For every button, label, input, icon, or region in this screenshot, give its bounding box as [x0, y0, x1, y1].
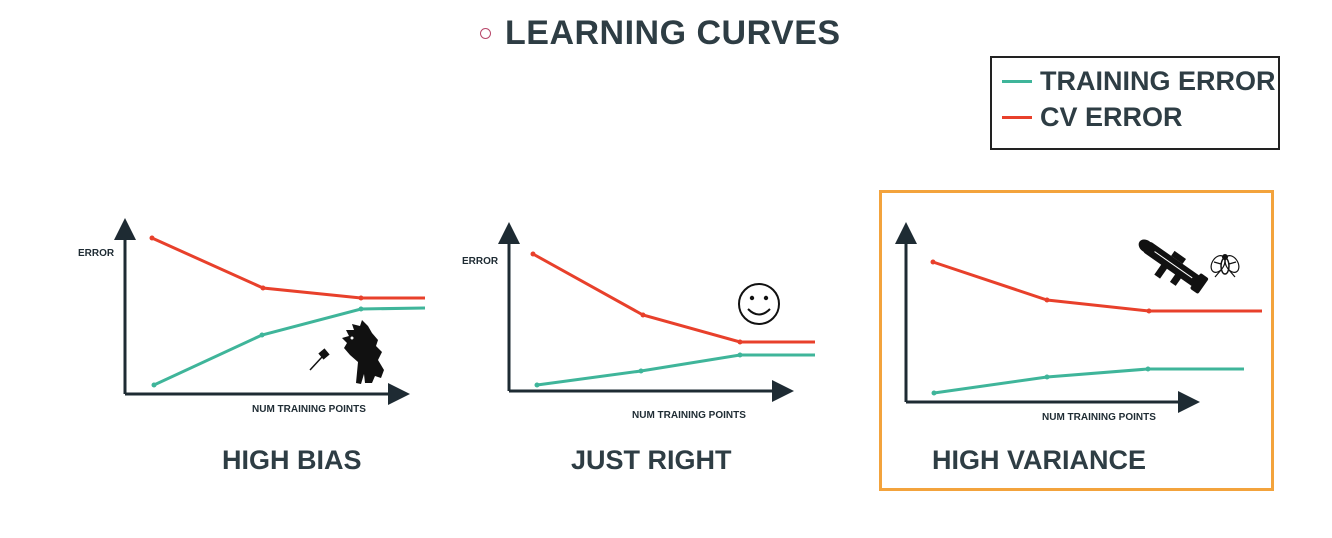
training-point	[1145, 366, 1151, 372]
legend-item-training: TRAINING ERROR	[1002, 66, 1276, 97]
panel-label-high-bias: HIGH BIAS	[222, 445, 362, 475]
y-axis-arrow	[114, 218, 136, 240]
cv-point	[930, 259, 936, 265]
x-axis-arrow	[388, 383, 410, 405]
training-point	[638, 368, 644, 374]
cv-point	[149, 235, 155, 241]
cv-error-curve	[532, 252, 815, 344]
cv-point	[1044, 297, 1050, 303]
legend: TRAINING ERROR CV ERROR	[990, 56, 1280, 150]
training-error-curve	[933, 367, 1244, 395]
x-axis-label: NUM TRAINING POINTS	[632, 410, 746, 421]
cv-swatch	[1002, 116, 1032, 119]
training-point	[931, 390, 937, 396]
cv-point	[530, 251, 536, 257]
panel-high-bias: ERROR NUM TRAINING POINTS	[78, 218, 426, 415]
training-point	[534, 382, 540, 388]
x-axis-label: NUM TRAINING POINTS	[252, 404, 366, 415]
y-axis-label: ERROR	[78, 248, 115, 259]
slide-title: LEARNING CURVES	[480, 14, 841, 53]
x-axis-label: NUM TRAINING POINTS	[1042, 412, 1156, 423]
fly-swatter-icon	[309, 348, 330, 371]
panel-high-variance: NUM TRAINING POINTS	[895, 222, 1262, 423]
legend-label-cv: CV ERROR	[1040, 102, 1183, 132]
training-point	[1044, 374, 1050, 380]
cv-point	[1146, 308, 1152, 314]
y-axis-arrow	[498, 222, 520, 244]
training-error-curve	[536, 353, 815, 387]
title-text: LEARNING CURVES	[505, 14, 841, 52]
dinosaur-icon	[342, 320, 384, 384]
training-point	[151, 382, 157, 388]
cv-error-curve	[151, 236, 425, 300]
panel-just-right: ERROR NUM TRAINING POINTS	[462, 222, 815, 421]
fly-icon	[1210, 254, 1240, 278]
panel-label-just-right: JUST RIGHT	[571, 445, 732, 475]
legend-label-training: TRAINING ERROR	[1040, 66, 1276, 96]
training-swatch	[1002, 80, 1032, 83]
panel-label-high-variance: HIGH VARIANCE	[932, 445, 1147, 475]
cv-point	[737, 339, 743, 345]
training-point	[259, 332, 265, 338]
cv-point	[358, 295, 364, 301]
cv-error-curve	[932, 260, 1262, 313]
y-axis-label: ERROR	[462, 256, 499, 267]
x-axis-arrow	[1178, 391, 1200, 413]
cv-point	[260, 285, 266, 291]
high-variance-highlight	[879, 190, 1274, 491]
y-axis-arrow	[895, 222, 917, 244]
training-error-curve	[153, 306, 426, 387]
bazooka-icon	[1138, 239, 1209, 294]
cv-point	[640, 312, 646, 318]
x-axis-arrow	[772, 380, 794, 402]
legend-item-cv: CV ERROR	[1002, 102, 1183, 133]
bullet-icon	[480, 28, 491, 39]
smiley-face-icon	[738, 283, 780, 325]
training-point	[358, 306, 364, 312]
training-point	[737, 352, 743, 358]
